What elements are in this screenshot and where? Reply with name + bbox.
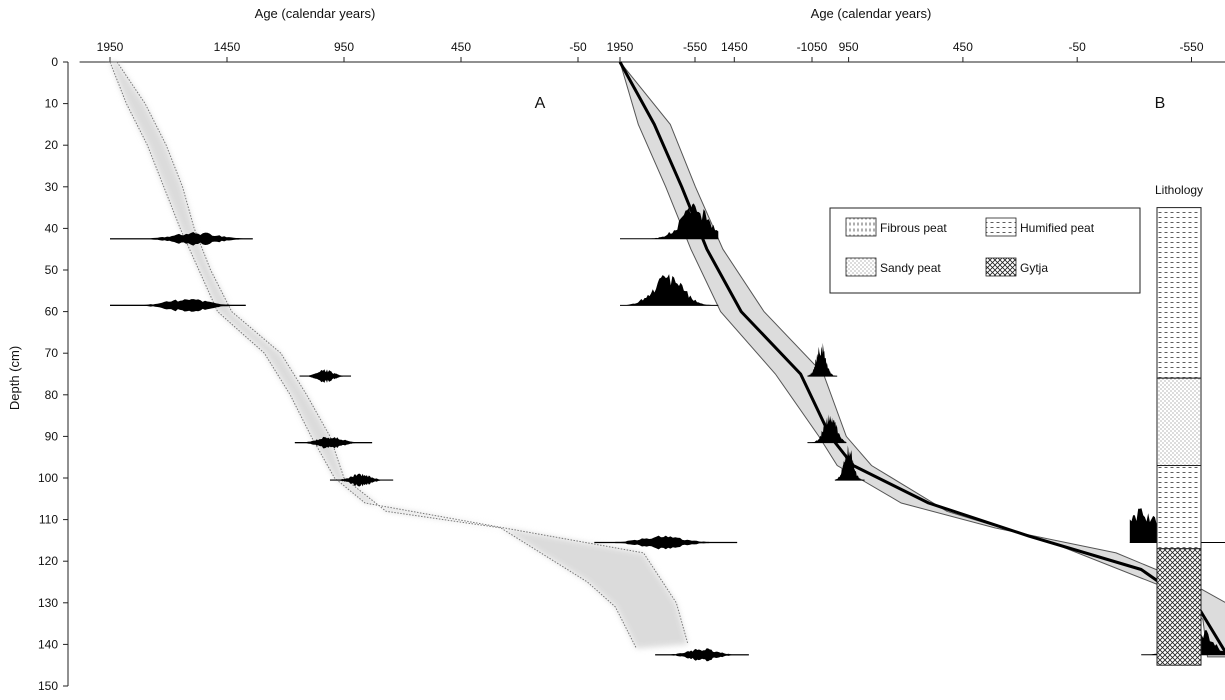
- panel-a-envelope-upper: [109, 61, 689, 645]
- panel-a-x-tick-label: 1450: [214, 40, 241, 54]
- panel-a-y-tick-label: 90: [45, 429, 59, 443]
- panel-a-y-tick-label: 150: [38, 679, 58, 693]
- legend-label-humified-peat: Humified peat: [1020, 221, 1095, 235]
- panel-a-probability-cloud: [110, 62, 688, 649]
- legend-swatch-gytja: [985, 257, 1017, 277]
- panel-a-x-tick-label: 1950: [97, 40, 124, 54]
- panel-b-x-tick-label: -550: [1179, 40, 1203, 54]
- panel-b-date-distribution: [620, 203, 719, 239]
- lithology-unit-sandy-peat: [1156, 377, 1202, 467]
- panel-a-plot: 1950 1450 950 450 -50 -550 -1050 0 10 20 30 40 50 60 7…: [38, 40, 828, 693]
- panel-b-date-distribution: [620, 274, 719, 306]
- panel-b-label: B: [1155, 95, 1166, 112]
- legend: Fibrous peat Humified peat Sandy peat Gy…: [829, 207, 1141, 294]
- panel-b-x-tick-label: 1450: [721, 40, 748, 54]
- panel-a-x-tick-label: -550: [683, 40, 707, 54]
- lithology-unit-humified-peat: [1156, 465, 1202, 550]
- lithology-unit-gytja: [1156, 548, 1202, 666]
- panel-a-y-axis-title: Depth (cm): [7, 346, 22, 410]
- panel-a-x-tick-label: 950: [334, 40, 354, 54]
- legend-box: [829, 207, 1141, 294]
- panel-a-y-tick-label: 100: [38, 471, 58, 485]
- panel-b-date-distribution: [834, 445, 865, 481]
- legend-label-gytja: Gytja: [1020, 261, 1048, 275]
- legend-label-sandy-peat: Sandy peat: [880, 261, 941, 275]
- panel-b-x-tick-label: 450: [953, 40, 973, 54]
- panel-a-y-tick-label: 30: [45, 180, 59, 194]
- panel-b: Age (calendar years) B 1950 1450 950 450 -50…: [601, 6, 1225, 666]
- panel-b-date-distribution: [807, 342, 838, 377]
- panel-a-label: A: [535, 95, 546, 112]
- panel-a-x-tick-label: -1050: [797, 40, 828, 54]
- panel-a: Age (calendar years) Depth (cm) A 1950 14…: [7, 6, 828, 693]
- panel-a-y-tick-label: 80: [45, 388, 59, 402]
- panel-b-confidence-envelope: [619, 61, 1225, 658]
- panel-a-x-axis-title: Age (calendar years): [255, 6, 376, 21]
- legend-swatch-fibrous-peat: [845, 217, 877, 237]
- panel-a-y-tick-label: 20: [45, 138, 59, 152]
- panel-a-x-tick-label: 450: [451, 40, 471, 54]
- legend-label-fibrous-peat: Fibrous peat: [880, 221, 947, 235]
- panel-b-x-tick-label: -50: [1069, 40, 1087, 54]
- panel-b-x-tick-label: 1950: [607, 40, 634, 54]
- panel-a-x-tick-label: -50: [569, 40, 587, 54]
- lithology-unit-humified-peat: [1156, 207, 1202, 379]
- panel-a-y-tick-label: 50: [45, 263, 59, 277]
- panel-a-y-tick-label: 40: [45, 221, 59, 235]
- panel-a-y-tick-label: 60: [45, 305, 59, 319]
- panel-a-y-tick-label: 0: [51, 55, 58, 69]
- panel-a-y-tick-label: 70: [45, 346, 59, 360]
- legend-swatch-sandy-peat: [845, 257, 877, 277]
- panel-b-x-axis-title: Age (calendar years): [811, 6, 932, 21]
- panel-b-date-distribution: [807, 414, 847, 443]
- lithology-title: Lithology: [1155, 183, 1203, 197]
- panel-b-date-distribution: [1129, 508, 1225, 543]
- panel-a-y-tick-label: 140: [38, 637, 58, 651]
- panel-a-y-tick-label: 10: [45, 97, 59, 111]
- panel-a-y-tick-label: 120: [38, 554, 58, 568]
- lithology-column: [1156, 207, 1202, 666]
- panel-a-y-tick-label: 130: [38, 596, 58, 610]
- legend-swatch-humified-peat: [985, 217, 1017, 237]
- panel-a-y-tick-label: 110: [39, 513, 58, 527]
- panel-b-x-tick-label: 950: [839, 40, 859, 54]
